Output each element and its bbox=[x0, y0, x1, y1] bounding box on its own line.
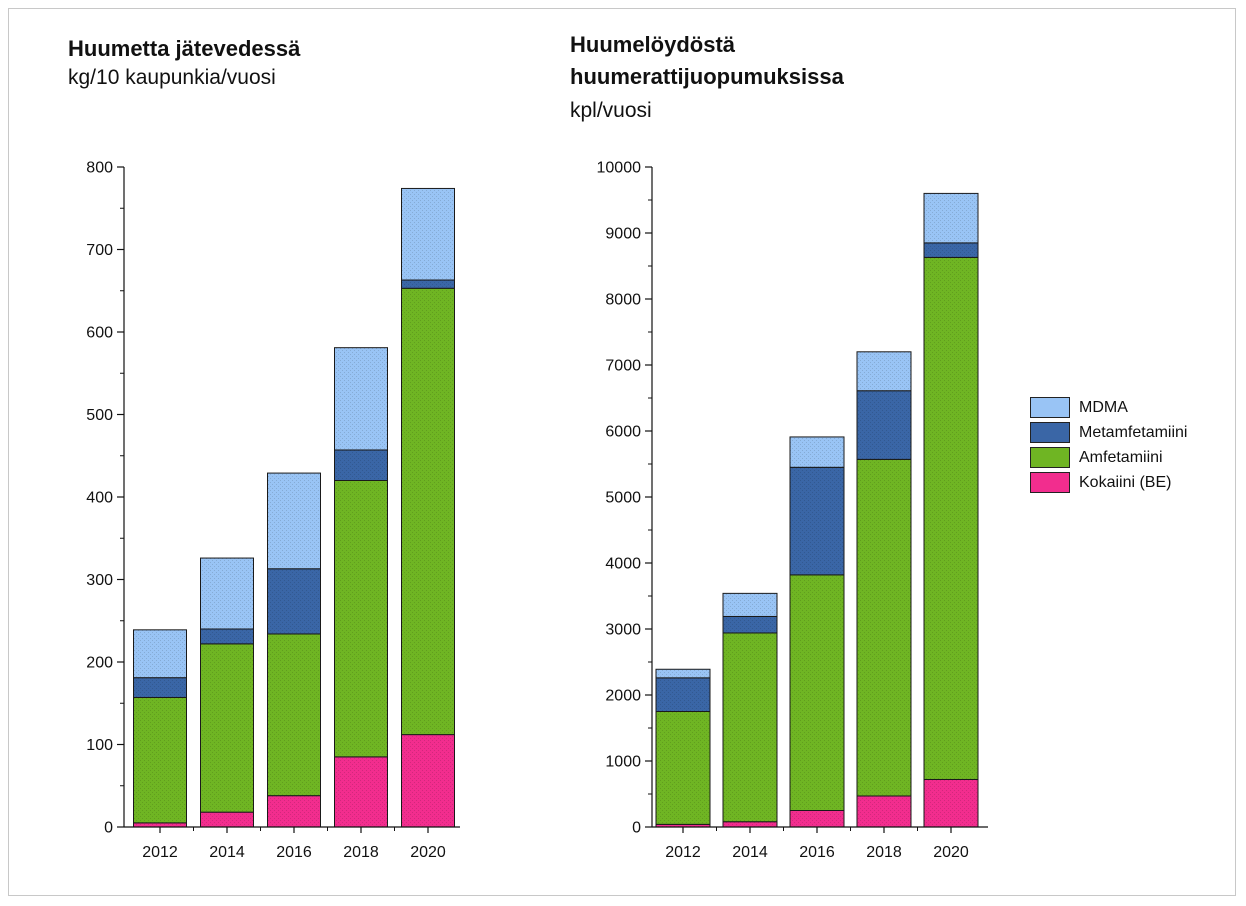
left-y-tick-label: 400 bbox=[86, 490, 113, 507]
right-bar-mdma-2018 bbox=[856, 351, 912, 392]
left-bar-mdma-2020 bbox=[401, 187, 455, 281]
right-x-tick-label: 2014 bbox=[732, 844, 768, 861]
legend-label-amfetamiini: Amfetamiini bbox=[1079, 448, 1163, 466]
right-bar-metamfetamiini-2014 bbox=[722, 615, 778, 634]
right-x-tick-label: 2016 bbox=[799, 844, 835, 861]
right-x-tick-label: 2018 bbox=[866, 844, 902, 861]
right-bar-amfetamiini-2020 bbox=[923, 256, 979, 780]
left-bar-metamfetamiini-2016 bbox=[267, 568, 321, 635]
right-bar-metamfetamiini-2018 bbox=[856, 390, 912, 460]
left-bar-kokaiini-be-2018 bbox=[334, 756, 388, 828]
right-bar-metamfetamiini-2012 bbox=[655, 677, 711, 713]
right-y-tick-label: 3000 bbox=[605, 622, 641, 639]
right-bar-amfetamiini-2014 bbox=[722, 632, 778, 823]
right-y-tick-label: 1000 bbox=[605, 754, 641, 771]
right-bar-metamfetamiini-2020 bbox=[923, 242, 979, 258]
left-bar-kokaiini-be-2014 bbox=[200, 811, 254, 828]
right-chart-title-line-2: huumerattijuopumuksissa bbox=[570, 64, 844, 89]
left-y-tick-label: 300 bbox=[86, 572, 113, 589]
right-chart-title-line-1: Huumelöydöstä bbox=[570, 32, 736, 57]
legend-label-mdma: MDMA bbox=[1079, 398, 1128, 416]
right-chart-subtitle: kpl/vuosi bbox=[570, 99, 652, 122]
left-x-tick-label: 2014 bbox=[209, 844, 245, 861]
right-bar-amfetamiini-2018 bbox=[856, 458, 912, 797]
right-x-tick-label: 2012 bbox=[665, 844, 701, 861]
left-y-tick-label: 500 bbox=[86, 407, 113, 424]
left-y-tick-label: 700 bbox=[86, 242, 113, 259]
right-bar-amfetamiini-2012 bbox=[655, 711, 711, 825]
right-x-tick-label: 2020 bbox=[933, 844, 969, 861]
right-y-tick-label: 5000 bbox=[605, 490, 641, 507]
legend-label-kokaiini: Kokaiini (BE) bbox=[1079, 473, 1172, 491]
legend-swatch-mdma bbox=[1030, 397, 1070, 418]
left-bar-amfetamiini-2018 bbox=[334, 480, 388, 758]
right-bar-kokaiini-be-2016 bbox=[789, 810, 845, 828]
legend-item-mdma: MDMA bbox=[1030, 395, 1187, 420]
right-y-tick-label: 4000 bbox=[605, 556, 641, 573]
left-chart-title: Huumetta jätevedessä bbox=[68, 36, 301, 61]
left-y-tick-label: 200 bbox=[86, 655, 113, 672]
right-bar-mdma-2020 bbox=[923, 192, 979, 244]
legend-item-kokaiini: Kokaiini (BE) bbox=[1030, 470, 1187, 495]
left-x-tick-label: 2018 bbox=[343, 844, 379, 861]
legend-swatch-amfetamiini bbox=[1030, 447, 1070, 468]
left-bar-mdma-2014 bbox=[200, 557, 254, 630]
right-bar-mdma-2016 bbox=[789, 436, 845, 468]
left-bar-kokaiini-be-2016 bbox=[267, 795, 321, 828]
left-y-tick-label: 600 bbox=[86, 325, 113, 342]
legend-label-metamfetamiini: Metamfetamiini bbox=[1079, 423, 1188, 441]
left-bar-kokaiini-be-2020 bbox=[401, 734, 455, 828]
left-bar-metamfetamiini-2020 bbox=[401, 279, 455, 289]
right-y-tick-label: 6000 bbox=[605, 424, 641, 441]
right-bar-mdma-2012 bbox=[655, 668, 711, 679]
left-bar-mdma-2018 bbox=[334, 347, 388, 451]
right-bar-kokaiini-be-2020 bbox=[923, 778, 979, 828]
left-bar-amfetamiini-2016 bbox=[267, 633, 321, 797]
left-bar-metamfetamiini-2018 bbox=[334, 449, 388, 482]
right-bar-kokaiini-be-2018 bbox=[856, 795, 912, 828]
left-bar-kokaiini-be-2012 bbox=[133, 822, 187, 828]
legend-item-amfetamiini: Amfetamiini bbox=[1030, 445, 1187, 470]
legend: MDMA Metamfetamiini Amfetamiini Kokaiini… bbox=[1030, 395, 1187, 495]
right-bar-mdma-2014 bbox=[722, 592, 778, 617]
right-bar-amfetamiini-2016 bbox=[789, 574, 845, 811]
legend-item-metamfetamiini: Metamfetamiini bbox=[1030, 420, 1187, 445]
legend-swatch-kokaiini bbox=[1030, 472, 1070, 493]
right-y-tick-label: 10000 bbox=[597, 160, 642, 177]
left-bar-amfetamiini-2012 bbox=[133, 696, 187, 824]
figure-frame bbox=[8, 8, 1236, 896]
right-y-tick-label: 2000 bbox=[605, 688, 641, 705]
left-bar-metamfetamiini-2012 bbox=[133, 677, 187, 698]
left-y-tick-label: 0 bbox=[104, 820, 113, 837]
right-y-tick-label: 8000 bbox=[605, 292, 641, 309]
left-chart-subtitle: kg/10 kaupunkia/vuosi bbox=[68, 66, 276, 89]
legend-swatch-metamfetamiini bbox=[1030, 422, 1070, 443]
left-bar-metamfetamiini-2014 bbox=[200, 628, 254, 645]
left-bar-amfetamiini-2020 bbox=[401, 287, 455, 736]
right-bar-metamfetamiini-2016 bbox=[789, 466, 845, 576]
left-bar-amfetamiini-2014 bbox=[200, 643, 254, 813]
left-bar-mdma-2016 bbox=[267, 472, 321, 570]
left-x-tick-label: 2012 bbox=[142, 844, 178, 861]
right-y-tick-label: 0 bbox=[632, 820, 641, 837]
left-y-tick-label: 800 bbox=[86, 160, 113, 177]
left-x-tick-label: 2020 bbox=[410, 844, 446, 861]
left-y-tick-label: 100 bbox=[86, 737, 113, 754]
left-bar-mdma-2012 bbox=[133, 629, 187, 679]
right-y-tick-label: 7000 bbox=[605, 358, 641, 375]
right-bar-kokaiini-be-2014 bbox=[722, 821, 778, 828]
left-x-tick-label: 2016 bbox=[276, 844, 312, 861]
right-y-tick-label: 9000 bbox=[605, 226, 641, 243]
